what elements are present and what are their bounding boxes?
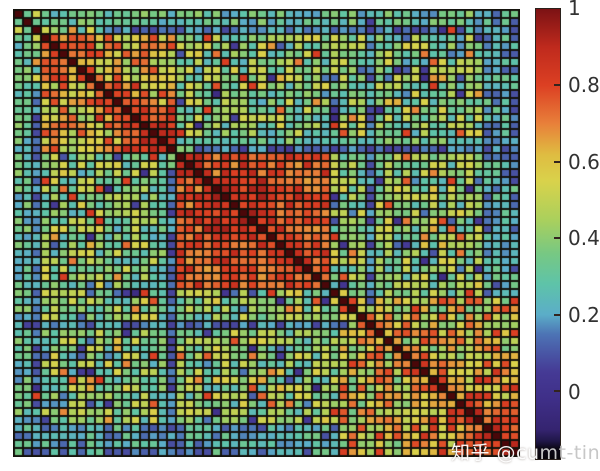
colorbar-ticks: 1 0.8 0.6 0.4 0.2 0 <box>568 0 600 460</box>
colorbar-tick-label: 0.6 <box>568 149 600 174</box>
watermark-text-over-margin: mt-ting <box>539 442 600 464</box>
colorbar-tick-mark <box>554 390 560 393</box>
colorbar-tick-label: 0.2 <box>568 303 600 328</box>
colorbar-tick-label: 0.8 <box>568 72 600 97</box>
watermark-text-over-chart: 知乎 @cu <box>451 442 540 464</box>
colorbar <box>535 8 561 460</box>
watermark: 知乎 @cumt-ting <box>451 438 600 465</box>
colorbar-tick-label: 1 <box>568 0 581 20</box>
colorbar-tick-mark <box>554 160 560 163</box>
colorbar-tick-label: 0.4 <box>568 226 600 251</box>
colorbar-tick-mark <box>554 237 560 240</box>
colorbar-tick-mark <box>554 84 560 87</box>
colorbar-tick-label: 0 <box>568 380 581 405</box>
colorbar-gradient <box>536 9 560 459</box>
colorbar-tick-mark <box>554 313 560 316</box>
correlation-heatmap-canvas <box>13 9 520 457</box>
